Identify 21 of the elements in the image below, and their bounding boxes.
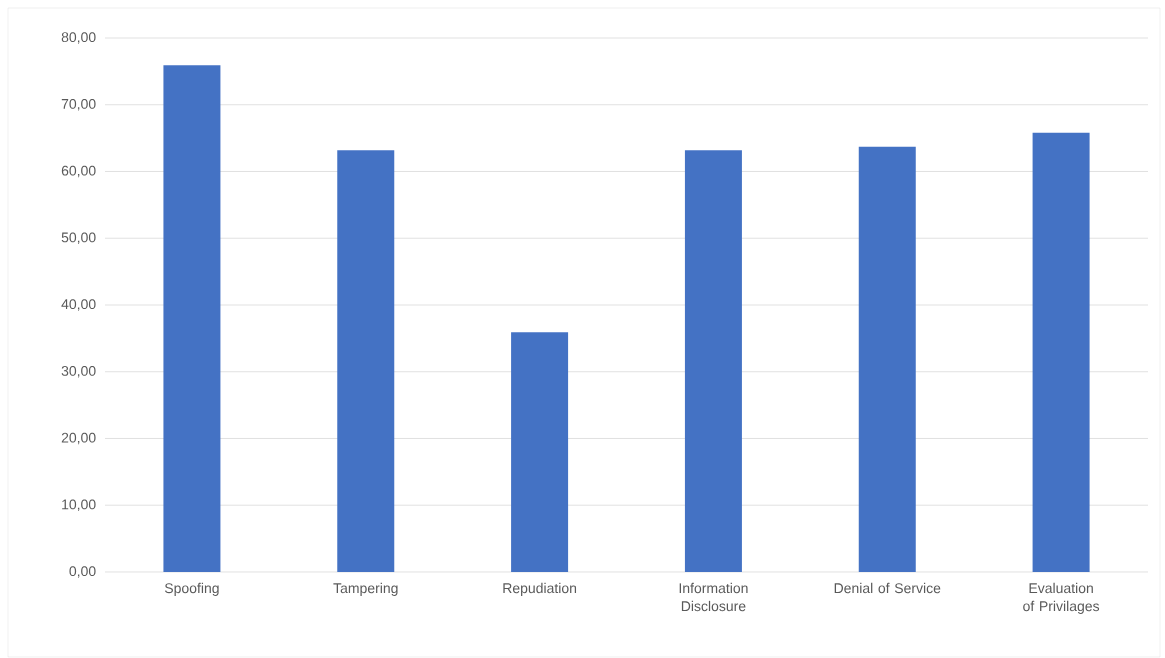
- bar: [163, 65, 221, 572]
- x-tick-label: Denial of Service: [834, 582, 941, 594]
- bar: [684, 150, 742, 572]
- y-tick-label: 10,00: [62, 499, 96, 512]
- x-tick-label: Repudiation: [503, 582, 577, 596]
- x-tick-label: Spoofing: [164, 582, 219, 596]
- y-tick-label: 20,00: [61, 432, 96, 445]
- y-tick-label: 50,00: [61, 232, 96, 245]
- bar: [858, 146, 916, 572]
- y-tick-label: 60,00: [61, 165, 96, 178]
- x-tick-label: Information Disclosure: [679, 582, 748, 612]
- y-tick-label: 70,00: [61, 98, 96, 111]
- y-tick-label: 40,00: [61, 299, 96, 311]
- y-tick-label: 80,00: [61, 32, 96, 44]
- bar: [511, 332, 569, 572]
- bar: [337, 150, 395, 572]
- bar: [1032, 132, 1090, 572]
- x-tick-label: Evaluation of Privilages: [1023, 582, 1100, 614]
- y-tick-label: 0,00: [69, 566, 96, 578]
- y-tick-label: 30,00: [61, 365, 96, 378]
- x-tick-label: Tampering: [333, 582, 398, 596]
